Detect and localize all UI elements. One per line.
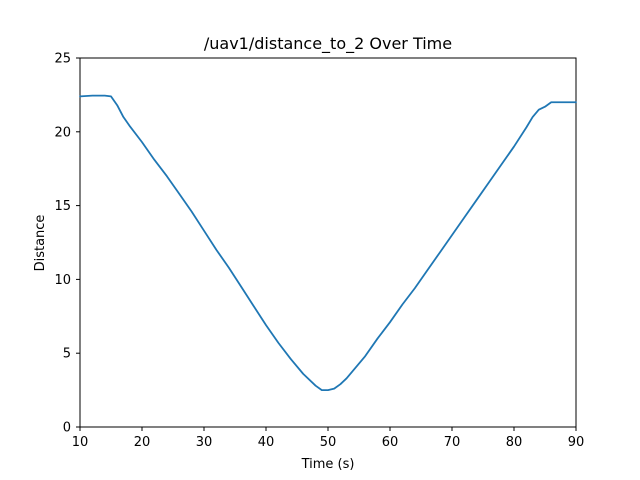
y-tick-label: 10 xyxy=(54,273,71,288)
y-tick-label: 20 xyxy=(54,125,71,140)
x-axis-label: Time (s) xyxy=(301,457,355,472)
y-tick-label: 15 xyxy=(54,199,71,214)
x-tick-label: 40 xyxy=(258,435,275,450)
x-axis-ticks: 10 20 30 40 50 60 70 80 90 xyxy=(72,427,585,450)
y-tick-label: 5 xyxy=(63,347,71,362)
series-layer xyxy=(79,94,577,392)
chart-title: /uav1/distance_to_2 Over Time xyxy=(204,34,452,54)
y-tick-label: 0 xyxy=(63,421,71,436)
plot-area: 10 20 30 40 50 60 70 80 90 0 5 10 15 20 25 xyxy=(54,52,584,451)
plot-frame xyxy=(79,57,577,428)
y-axis-label: Distance xyxy=(33,215,48,272)
x-tick-label: 70 xyxy=(444,435,461,450)
x-tick-label: 10 xyxy=(72,435,89,450)
y-tick-label: 25 xyxy=(54,52,71,67)
x-tick-label: 90 xyxy=(568,435,585,450)
x-tick-label: 50 xyxy=(320,435,337,450)
series-line xyxy=(79,94,577,392)
x-tick-label: 80 xyxy=(506,435,523,450)
x-tick-label: 30 xyxy=(196,435,213,450)
x-tick-label: 60 xyxy=(382,435,399,450)
y-axis-ticks: 0 5 10 15 20 25 xyxy=(54,52,80,436)
x-tick-label: 20 xyxy=(134,435,151,450)
